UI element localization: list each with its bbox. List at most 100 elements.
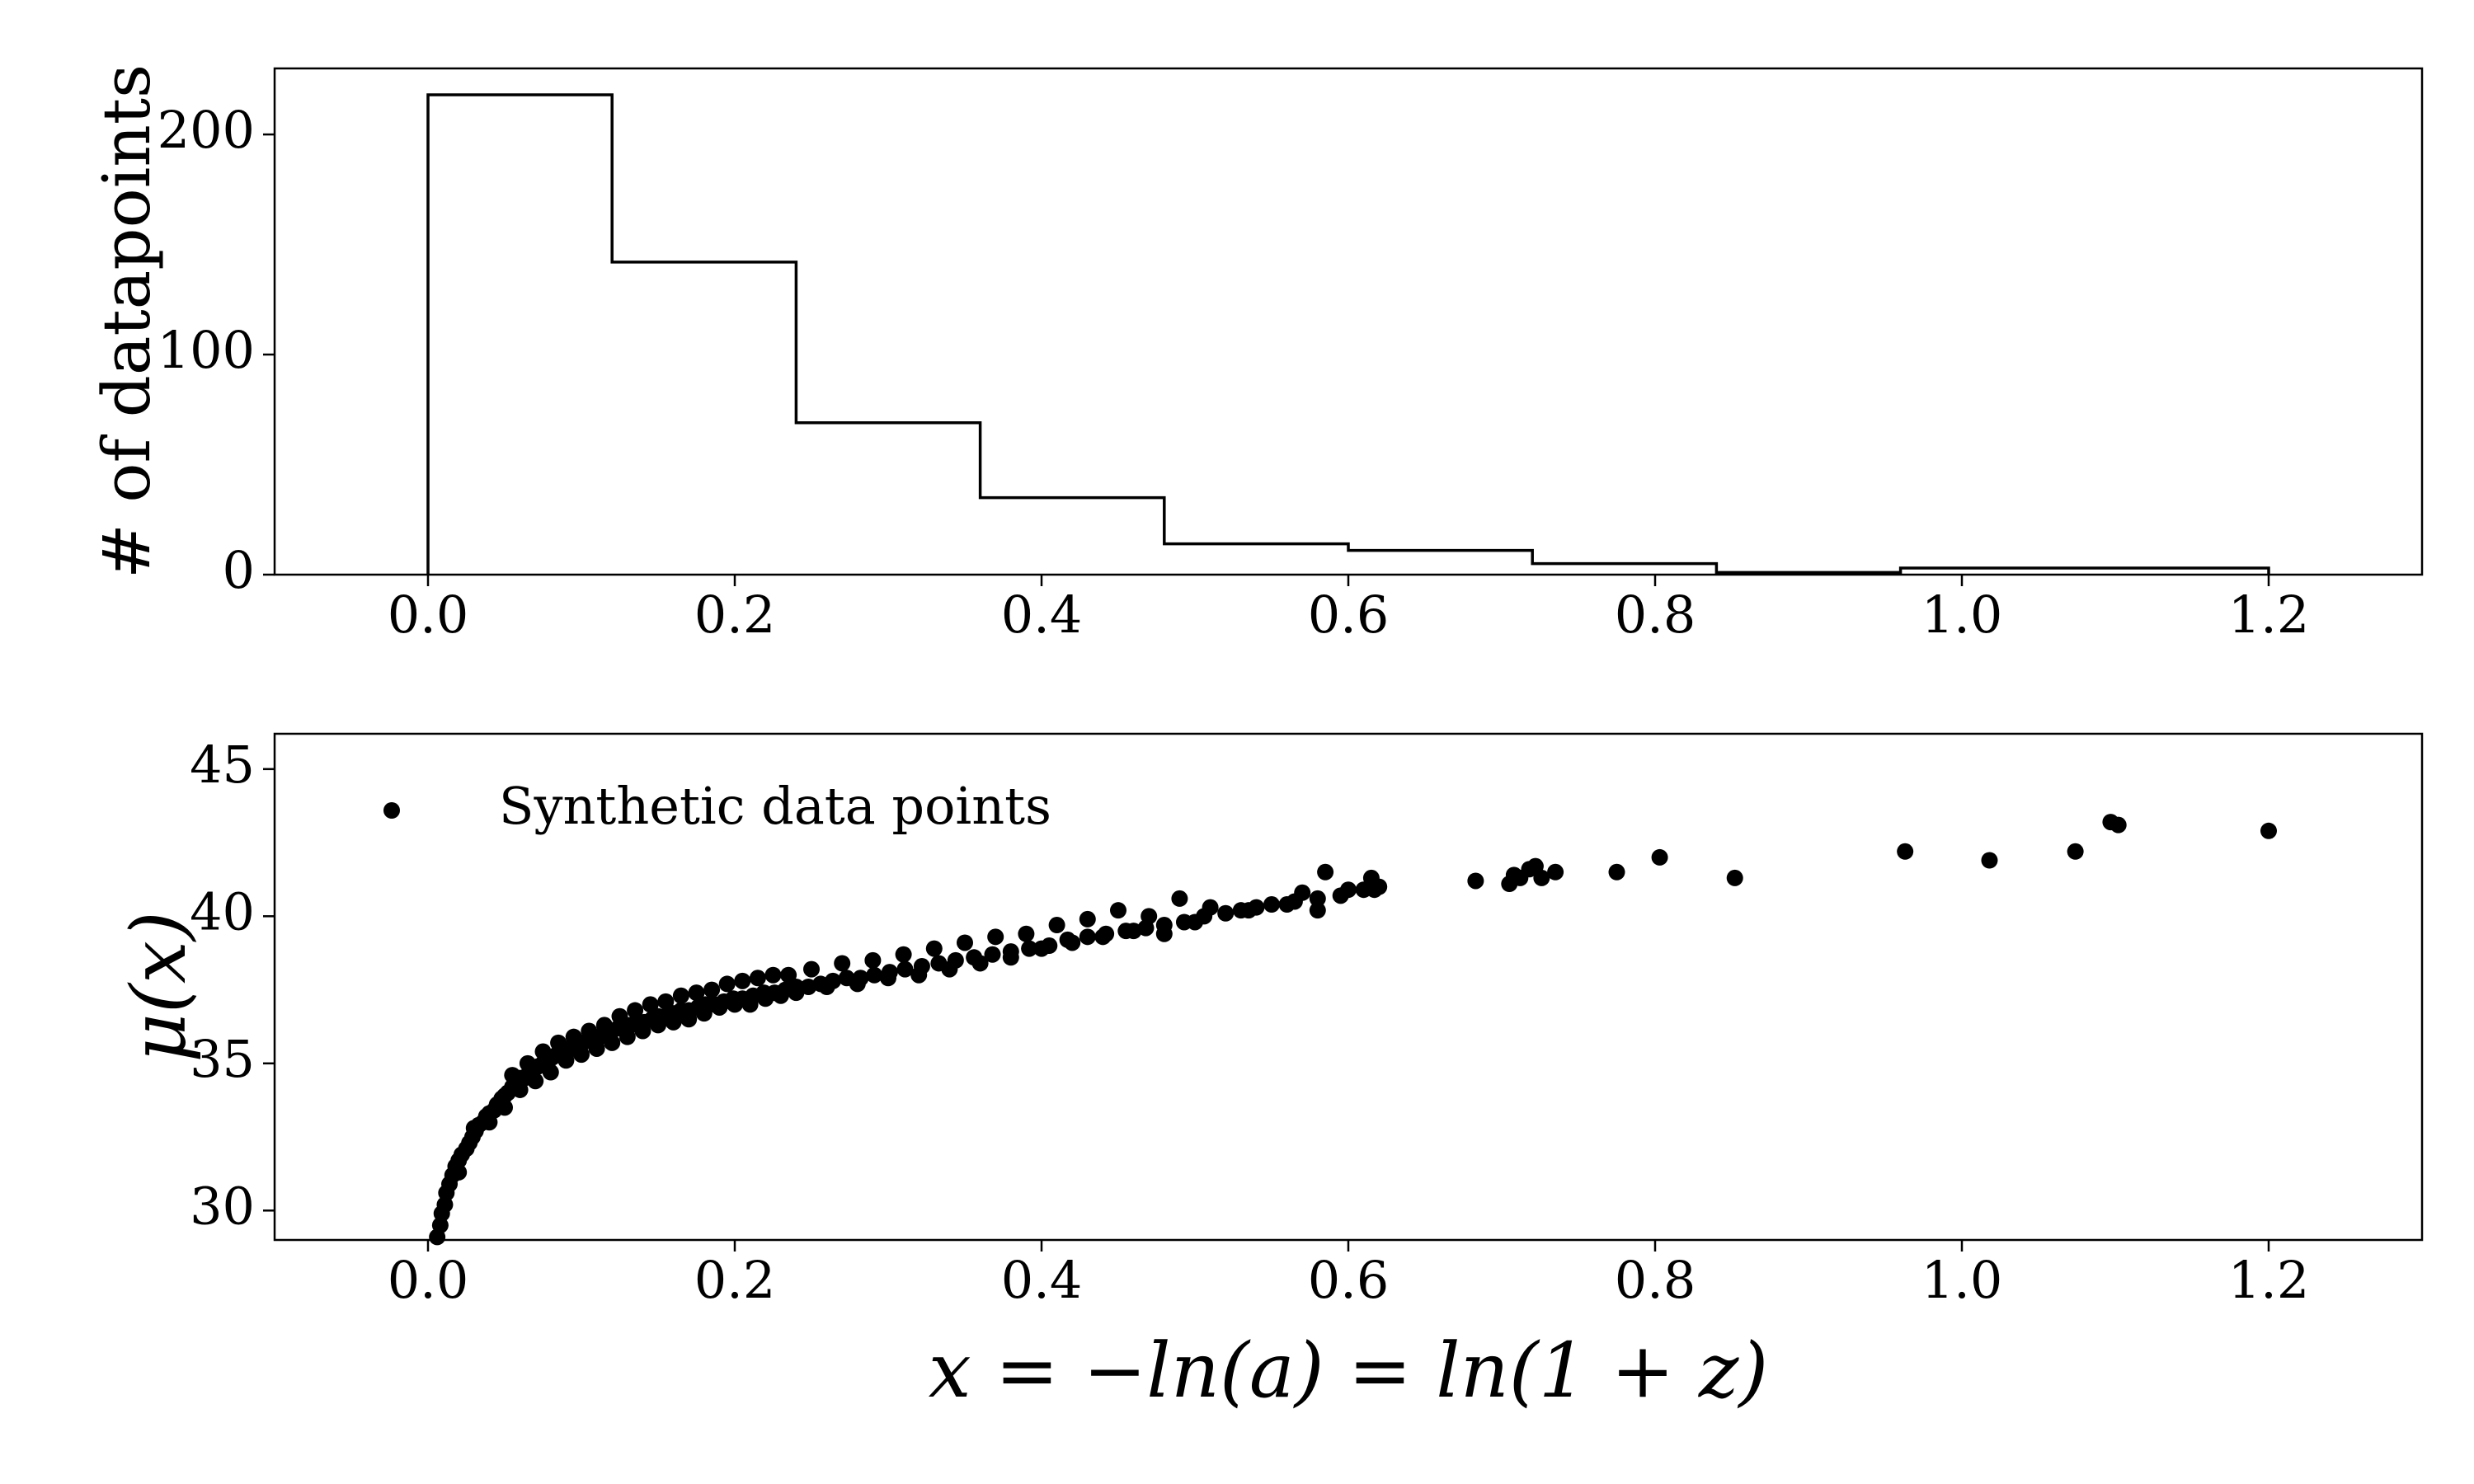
data-point — [1340, 881, 1357, 899]
scatter-points — [429, 814, 2277, 1246]
data-point — [1110, 902, 1126, 919]
histogram-x-tick-label: 0.2 — [694, 585, 776, 645]
data-point — [880, 970, 896, 987]
data-point — [1981, 852, 1998, 869]
data-point — [573, 1046, 590, 1064]
data-point — [565, 1028, 582, 1045]
data-point — [1021, 940, 1038, 957]
histogram-x-ticks: 0.0 0.2 0.4 0.6 0.8 1.0 1.2 — [388, 575, 2310, 645]
data-point — [1726, 869, 1743, 886]
data-point — [1033, 940, 1050, 957]
data-point — [1263, 896, 1280, 913]
histogram-y-tick-label: 100 — [158, 320, 255, 380]
data-point — [703, 981, 721, 998]
data-point — [1294, 884, 1311, 901]
data-point — [557, 1052, 575, 1069]
data-point — [595, 1017, 613, 1034]
scatter-y-axis-label: μ(x) — [115, 911, 203, 1062]
histogram-y-tick-label: 200 — [158, 100, 255, 160]
histogram-x-tick-label: 0.6 — [1308, 585, 1390, 645]
data-point — [1141, 908, 1158, 925]
scatter-x-tick-label: 1.0 — [1921, 1250, 2003, 1310]
data-point — [465, 1120, 482, 1137]
data-point — [849, 975, 866, 993]
data-point — [511, 1081, 529, 1098]
data-point — [1079, 910, 1096, 928]
scatter-x-axis-label: x = −ln(a) = ln(1 + z) — [929, 1327, 1768, 1415]
data-point — [695, 1005, 713, 1022]
histogram-panel: 0.0 0.2 0.4 0.6 0.8 1.0 1.2 0 100 200 # of datap… — [88, 64, 2424, 645]
scatter-x-tick-label: 0.0 — [388, 1250, 469, 1310]
data-point — [741, 996, 759, 1013]
data-point — [984, 946, 1001, 963]
data-point — [634, 1022, 651, 1040]
data-point — [1202, 899, 1219, 916]
data-point — [618, 1028, 636, 1045]
data-point — [764, 966, 782, 984]
data-point — [803, 960, 820, 978]
data-point — [534, 1043, 552, 1060]
data-point — [2260, 822, 2277, 839]
data-point — [957, 934, 973, 951]
scatter-y-tick-label: 40 — [190, 881, 255, 942]
data-point — [1217, 904, 1235, 922]
data-point — [1897, 843, 1914, 860]
data-point — [1125, 923, 1142, 940]
data-point — [1278, 896, 1296, 913]
data-point — [925, 940, 943, 957]
data-point — [588, 1040, 605, 1057]
data-point — [2109, 816, 2127, 834]
data-point — [642, 996, 659, 1013]
histogram-step-line — [426, 93, 2270, 575]
data-point — [542, 1064, 559, 1081]
data-point — [818, 979, 835, 995]
scatter-x-tick-label: 0.8 — [1615, 1250, 1696, 1310]
scatter-x-tick-label: 0.2 — [694, 1250, 776, 1310]
scatter-y-tick-label: 30 — [190, 1176, 255, 1236]
data-point — [866, 966, 883, 984]
data-point — [604, 1034, 621, 1051]
data-point — [1187, 913, 1203, 931]
data-point — [718, 975, 736, 993]
data-point — [1171, 890, 1188, 907]
histogram-x-tick-label: 0.0 — [388, 585, 469, 645]
data-point — [1002, 949, 1019, 966]
data-point — [910, 966, 928, 984]
data-point — [971, 955, 989, 972]
data-point — [450, 1163, 468, 1181]
scatter-x-tick-label: 0.6 — [1308, 1250, 1390, 1310]
data-point — [481, 1114, 498, 1131]
data-point — [650, 1017, 666, 1034]
data-point — [734, 972, 751, 989]
data-point — [688, 984, 705, 1002]
data-point — [665, 1013, 682, 1031]
data-point — [1309, 890, 1326, 907]
scatter-y-tick-label: 45 — [190, 735, 255, 795]
data-point — [680, 1011, 698, 1028]
scatter-x-tick-label: 0.4 — [1001, 1250, 1083, 1310]
data-point — [772, 987, 789, 1004]
scatter-y-tick-label: 35 — [190, 1029, 255, 1089]
data-point — [611, 1007, 628, 1025]
data-point — [672, 987, 689, 1004]
data-point — [727, 996, 743, 1013]
data-point — [1048, 917, 1065, 934]
data-point — [1018, 925, 1035, 942]
histogram-x-tick-label: 0.4 — [1001, 585, 1083, 645]
data-point — [1547, 863, 1564, 881]
legend: Synthetic data points — [383, 776, 1051, 836]
histogram-y-tick-label: 0 — [223, 540, 255, 600]
data-point — [757, 990, 774, 1007]
scatter-y-ticks: 30 35 40 45 — [190, 735, 275, 1236]
data-point — [627, 1002, 644, 1019]
data-point — [896, 960, 914, 978]
data-point — [519, 1054, 536, 1072]
histogram-x-tick-label: 1.0 — [1921, 585, 2003, 645]
histogram-x-tick-label: 1.2 — [2228, 585, 2310, 645]
data-point — [788, 984, 805, 1002]
data-point — [1366, 881, 1383, 899]
data-point — [1232, 902, 1249, 919]
histogram-x-tick-label: 0.8 — [1615, 585, 1696, 645]
histogram-frame — [273, 67, 2424, 576]
